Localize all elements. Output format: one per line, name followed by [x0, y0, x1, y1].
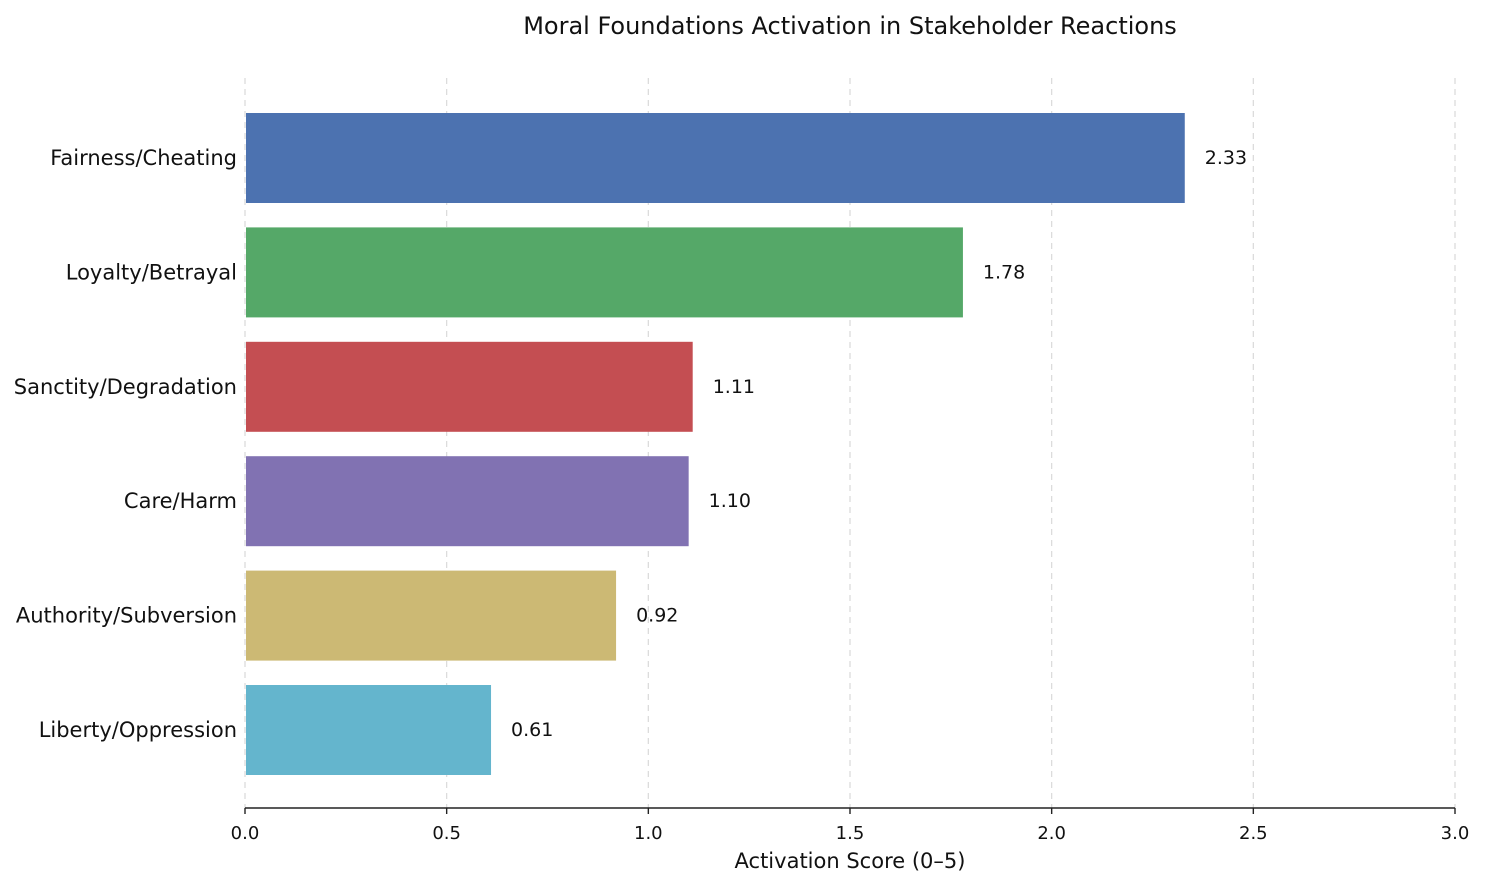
- x-axis: 0.0 0.5 1.0 1.5 2.0 2.5 3.0: [231, 807, 1470, 844]
- x-tick-label: 2.0: [1037, 823, 1066, 844]
- x-tick-label: 2.5: [1239, 823, 1268, 844]
- bar: [246, 685, 492, 775]
- bar: [246, 113, 1185, 203]
- bar: [246, 456, 689, 547]
- value-labels: 2.33 1.78 1.11 1.10 0.92 0.61: [511, 147, 1247, 741]
- category-label: Care/Harm: [124, 489, 237, 513]
- value-label: 2.33: [1205, 147, 1247, 169]
- value-label: 0.92: [636, 605, 678, 627]
- category-label: Fairness/Cheating: [50, 146, 237, 170]
- chart-title: Moral Foundations Activation in Stakehol…: [523, 12, 1177, 40]
- bars: [246, 113, 1185, 775]
- category-labels: Fairness/Cheating Loyalty/Betrayal Sanctit…: [14, 146, 237, 742]
- x-tick-label: 3.0: [1441, 823, 1470, 844]
- x-axis-label: Activation Score (0–5): [735, 849, 966, 873]
- bar: [246, 341, 693, 432]
- category-label: Sanctity/Degradation: [14, 375, 237, 399]
- bar: [246, 227, 963, 318]
- x-tick-label: 0.0: [231, 823, 260, 844]
- value-label: 1.10: [709, 490, 751, 512]
- value-label: 1.11: [713, 376, 755, 398]
- x-tick-label: 1.5: [836, 823, 865, 844]
- category-label: Liberty/Oppression: [39, 718, 237, 742]
- bar: [246, 570, 617, 661]
- x-tick-label: 1.0: [634, 823, 663, 844]
- category-label: Loyalty/Betrayal: [66, 260, 237, 284]
- x-tick-label: 0.5: [432, 823, 461, 844]
- category-label: Authority/Subversion: [16, 604, 237, 628]
- value-label: 1.78: [983, 261, 1025, 283]
- value-label: 0.61: [511, 719, 553, 741]
